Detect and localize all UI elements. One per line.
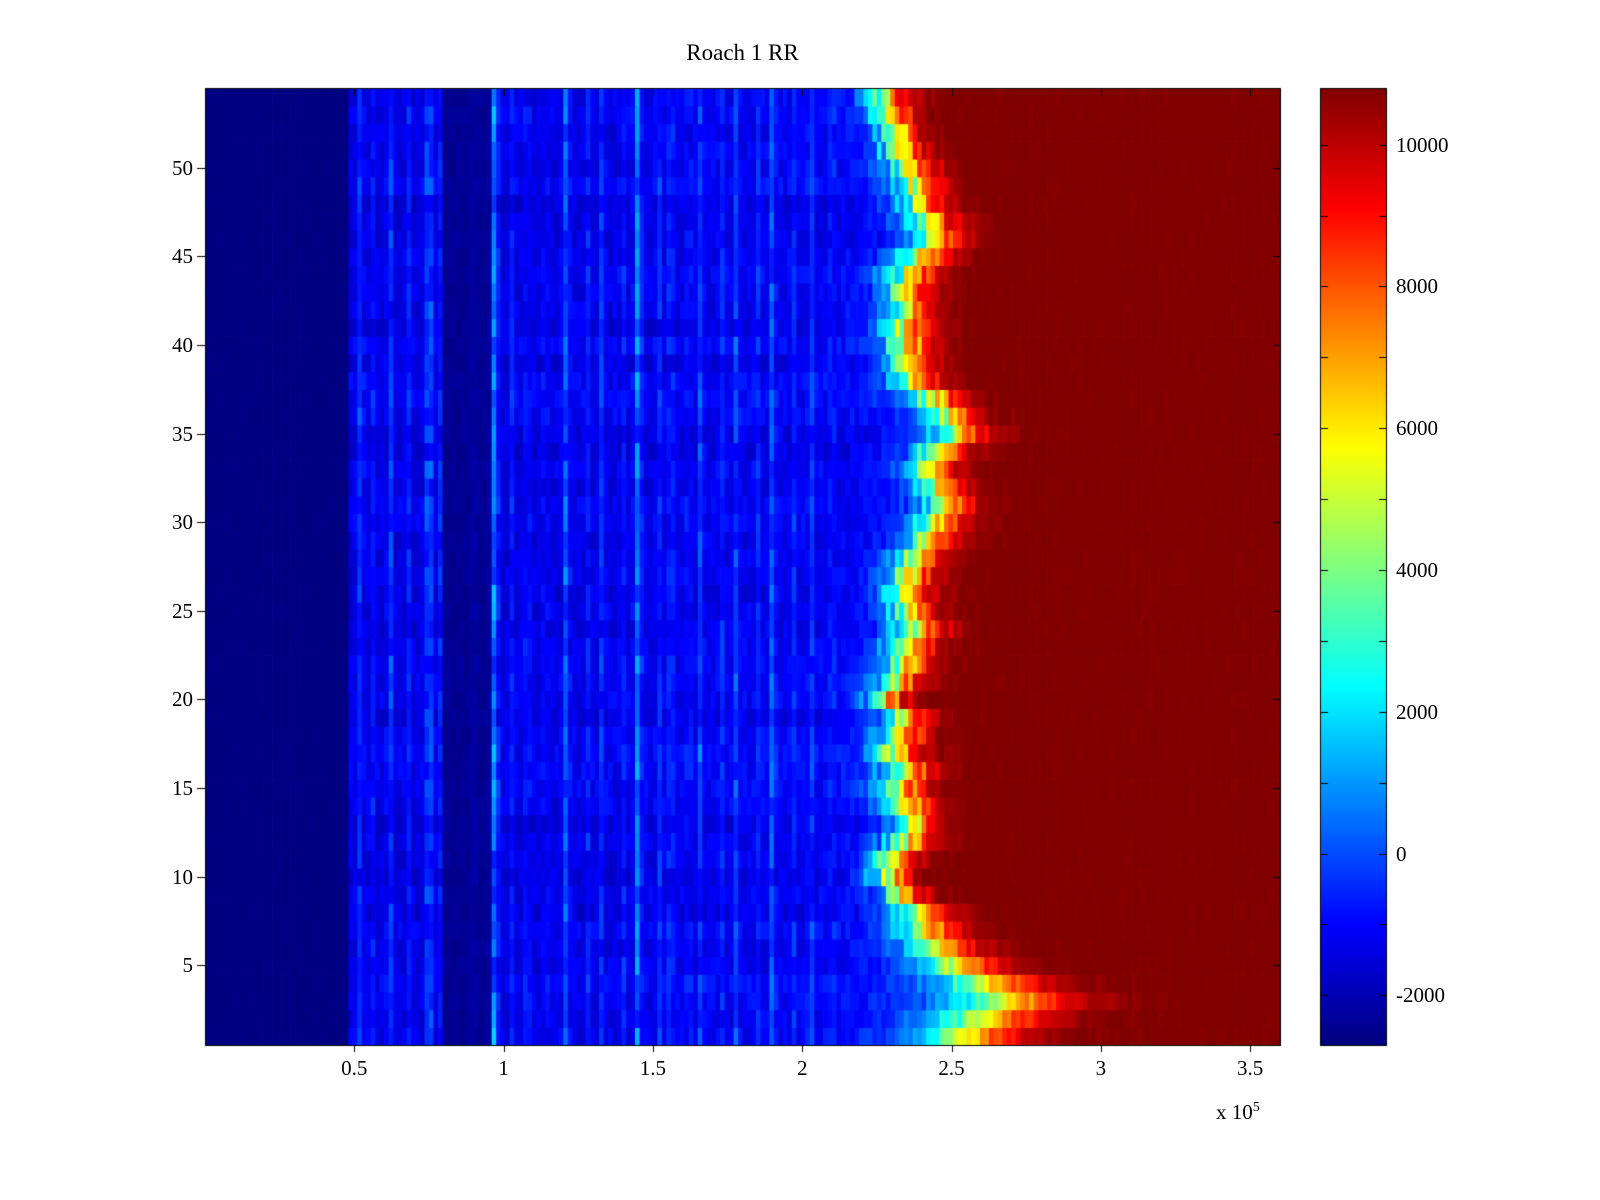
- colorbar-tick-label: 8000: [1396, 274, 1438, 299]
- colorbar-tick-label: 4000: [1396, 558, 1438, 583]
- y-tick-label: 5: [182, 953, 194, 978]
- colorbar-tick-label: 0: [1396, 841, 1407, 866]
- colorbar-tick-label: 2000: [1396, 699, 1438, 724]
- chart-title: Roach 1 RR: [686, 40, 799, 65]
- x-tick-label: 3: [1095, 1056, 1107, 1080]
- x-tick-label: 1: [498, 1056, 509, 1080]
- colorbar-tick-label: -2000: [1396, 983, 1445, 1008]
- x-axis-exponent-label: x 105: [1216, 1100, 1260, 1125]
- y-tick-label: 25: [172, 598, 193, 623]
- y-tick-label: 15: [172, 776, 193, 801]
- y-tick-label: 30: [172, 510, 193, 535]
- x-tick-label: 3.5: [1237, 1056, 1264, 1080]
- exponent-power: 5: [1252, 1100, 1260, 1115]
- y-tick-label: 35: [172, 421, 193, 446]
- y-tick-label: 50: [172, 155, 193, 180]
- exponent-base: x 10: [1216, 1100, 1253, 1124]
- x-tick-label: 2.5: [938, 1056, 965, 1080]
- y-tick-label: 20: [172, 687, 193, 712]
- x-tick-label: 0.5: [341, 1056, 368, 1080]
- colorbar-tick-label: 10000: [1396, 132, 1449, 157]
- x-tick-label: 1.5: [639, 1056, 667, 1080]
- colorbar-tick-label: 6000: [1396, 416, 1438, 441]
- y-tick-label: 45: [172, 244, 193, 269]
- x-tick-label: 2: [796, 1056, 808, 1080]
- y-tick-label: 40: [172, 332, 193, 357]
- y-tick-label: 10: [172, 864, 193, 889]
